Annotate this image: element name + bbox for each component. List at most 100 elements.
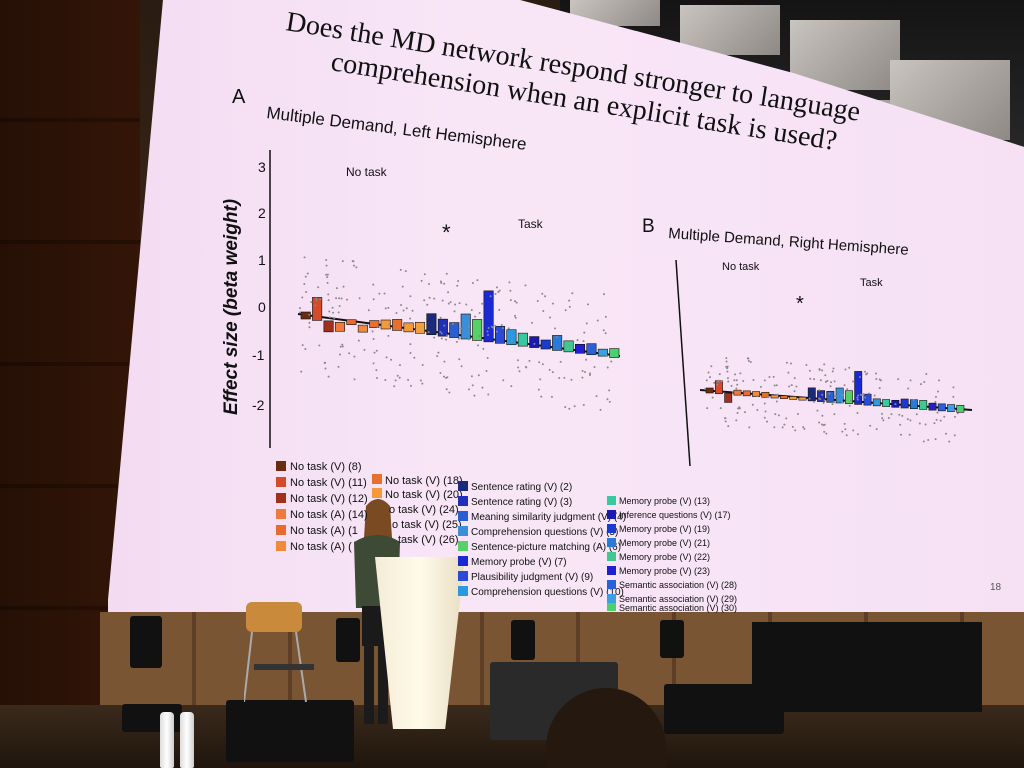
- scatter-point: [573, 405, 576, 408]
- bar: [574, 343, 586, 354]
- bar: [947, 404, 956, 412]
- scatter-point: [717, 379, 720, 382]
- bar: [789, 396, 798, 400]
- scatter-point: [922, 440, 925, 443]
- scatter-point: [357, 339, 360, 342]
- scatter-point: [315, 299, 318, 302]
- scatter-point: [498, 289, 501, 292]
- scatter-point: [371, 330, 374, 333]
- scatter-point: [849, 399, 852, 402]
- bar: [724, 393, 733, 403]
- scatter-point: [326, 276, 329, 279]
- scatter-point: [456, 284, 459, 287]
- scatter-point: [773, 426, 776, 429]
- scatter-point: [304, 348, 307, 351]
- scatter-point: [445, 272, 448, 275]
- scatter-point: [821, 369, 824, 372]
- scatter-point: [324, 367, 327, 370]
- scatter-point: [845, 434, 848, 437]
- scatter-point: [328, 310, 331, 313]
- scatter-point: [332, 311, 335, 314]
- scatter-point: [413, 356, 416, 359]
- scatter-point: [446, 376, 449, 379]
- legend-swatch: [458, 526, 468, 536]
- scatter-point: [881, 417, 884, 420]
- scatter-point: [834, 395, 837, 398]
- scatter-point: [825, 432, 828, 435]
- y-axis-label: Effect size (beta weight): [221, 199, 242, 415]
- scatter-point: [421, 363, 424, 366]
- scatter-point: [608, 400, 611, 403]
- scatter-point: [915, 413, 918, 416]
- scatter-point: [539, 378, 542, 381]
- scatter-point: [327, 299, 330, 302]
- scatter-point: [953, 434, 956, 437]
- scatter-point: [568, 407, 571, 410]
- scatter-point: [785, 361, 788, 364]
- bar: [300, 311, 311, 320]
- scatter-point: [587, 303, 590, 306]
- panel-b-scatter-points: [704, 357, 959, 443]
- scatter-point: [482, 347, 485, 350]
- scatter-point: [514, 316, 517, 319]
- scatter-point: [533, 342, 536, 345]
- scatter-point: [342, 285, 345, 288]
- scatter-point: [358, 297, 361, 300]
- bar: [770, 394, 779, 399]
- scatter-point: [341, 343, 344, 346]
- scatter-point: [751, 403, 754, 406]
- scatter-point: [471, 282, 474, 285]
- scatter-point: [731, 390, 734, 393]
- bar: [956, 404, 965, 413]
- scatter-point: [470, 375, 473, 378]
- scatter-point: [856, 398, 859, 401]
- scatter-point: [841, 394, 844, 397]
- legend-entry: Memory probe (V) (13): [619, 496, 710, 506]
- scatter-point: [372, 362, 375, 365]
- scatter-point: [376, 325, 379, 328]
- legend-swatch: [458, 556, 468, 566]
- scatter-point: [856, 433, 859, 436]
- scatter-point: [595, 395, 598, 398]
- scatter-point: [375, 349, 378, 352]
- scatter-point: [725, 357, 728, 360]
- scatter-point: [823, 430, 826, 433]
- panel-a-bars: [300, 290, 620, 358]
- scatter-point: [444, 338, 447, 341]
- bar: [844, 390, 853, 405]
- scatter-point: [337, 365, 340, 368]
- scatter-point: [724, 420, 727, 423]
- scatter-point: [355, 266, 358, 269]
- scatter-point: [763, 416, 766, 419]
- scatter-point: [399, 268, 402, 271]
- scatter-point: [447, 302, 450, 305]
- bar: [742, 390, 751, 397]
- scatter-point: [899, 423, 902, 426]
- scatter-point: [808, 397, 811, 400]
- ytick: -1: [252, 347, 265, 363]
- scatter-point: [409, 343, 412, 346]
- scatter-point: [301, 296, 304, 299]
- scatter-point: [604, 315, 607, 318]
- scatter-point: [790, 384, 793, 387]
- scatter-point: [716, 383, 719, 386]
- scatter-point: [405, 307, 408, 310]
- scatter-point: [300, 370, 303, 373]
- scatter-point: [564, 309, 567, 312]
- water-bottle: [160, 712, 174, 768]
- scatter-point: [323, 361, 326, 364]
- legend-swatch: [607, 524, 616, 533]
- scatter-point: [315, 297, 318, 300]
- scatter-point: [395, 312, 398, 315]
- bar: [937, 403, 946, 412]
- scatter-point: [396, 374, 399, 377]
- scatter-point: [436, 355, 439, 358]
- scatter-point: [725, 365, 728, 368]
- scatter-point: [486, 330, 489, 333]
- bar: [597, 348, 608, 357]
- scatter-point: [763, 379, 766, 382]
- scatter-point: [585, 322, 588, 325]
- scatter-point: [774, 413, 777, 416]
- scatter-point: [409, 317, 412, 320]
- scatter-point: [385, 356, 388, 359]
